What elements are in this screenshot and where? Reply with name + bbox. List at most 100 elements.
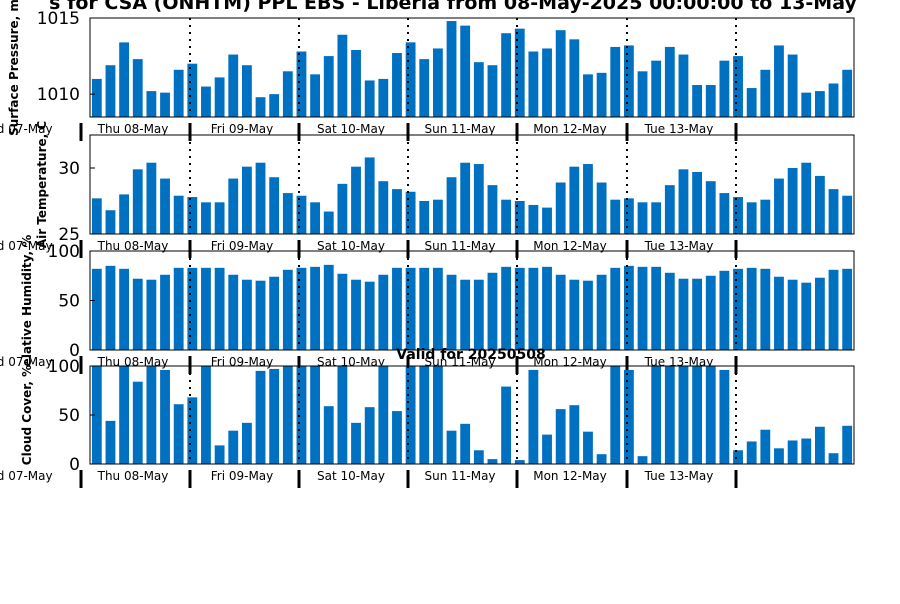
- bar-p4-5: [160, 369, 170, 464]
- bar-p4-41: [651, 366, 662, 464]
- xtick-label-p1-1: Fri 09-May: [211, 122, 274, 136]
- bar-p1-43: [678, 54, 689, 117]
- bar-p2-21: [378, 181, 389, 234]
- bar-p3-2: [119, 268, 130, 350]
- bar-p3-46: [719, 270, 730, 350]
- bar-p4-0: [91, 366, 102, 464]
- bar-p3-34: [555, 274, 566, 350]
- bar-p3-25: [432, 267, 443, 350]
- bar-p3-49: [760, 268, 771, 350]
- bar-p4-51: [787, 440, 798, 464]
- bar-p1-18: [337, 34, 348, 117]
- bar-p4-45: [705, 366, 716, 464]
- bar-p2-53: [814, 175, 825, 234]
- bar-p2-32: [528, 204, 539, 234]
- bar-p2-36: [583, 164, 593, 234]
- bar-p3-31: [514, 267, 525, 350]
- bar-p4-24: [419, 366, 430, 464]
- bar-p3-22: [392, 267, 402, 350]
- xtick-label-p1-5: Tue 13-May: [644, 122, 714, 136]
- bar-p3-14: [282, 269, 293, 350]
- bar-p1-45: [705, 85, 716, 117]
- bar-p4-43: [678, 366, 689, 464]
- bar-p2-33: [542, 207, 552, 234]
- bar-p3-40: [637, 266, 648, 350]
- chart-subtitle: Valid for 20250508: [396, 347, 545, 363]
- bar-p4-28: [473, 450, 484, 464]
- bar-p3-0: [91, 268, 102, 350]
- bar-p4-23: [405, 366, 416, 464]
- bar-p2-49: [760, 199, 771, 234]
- bar-p3-38: [610, 267, 621, 350]
- bar-p3-32: [528, 267, 539, 350]
- bar-p4-1: [105, 420, 116, 464]
- xtick-start-label-p2: ed 07-May: [0, 239, 53, 253]
- bar-p2-28: [473, 164, 484, 234]
- bar-p3-30: [501, 266, 512, 350]
- bar-p4-2: [119, 366, 130, 464]
- bar-p1-10: [228, 54, 239, 117]
- bar-p1-46: [719, 60, 730, 117]
- bar-p2-18: [337, 183, 348, 234]
- bar-p4-10: [228, 430, 239, 464]
- bar-p2-42: [664, 185, 675, 234]
- bar-p2-10: [228, 178, 239, 234]
- bar-p2-40: [637, 202, 648, 234]
- bar-p1-5: [160, 92, 170, 117]
- bar-p3-43: [678, 278, 689, 350]
- bar-p4-32: [528, 369, 539, 464]
- bar-p2-37: [596, 182, 607, 234]
- ylabel-p4: Cloud Cover, %: [20, 365, 34, 465]
- bar-p2-19: [351, 166, 361, 234]
- bar-p4-13: [269, 368, 280, 464]
- bar-p1-15: [296, 51, 307, 118]
- bar-p3-35: [569, 279, 580, 350]
- bar-p2-23: [405, 191, 416, 234]
- bar-p3-19: [351, 279, 361, 350]
- bar-p4-29: [487, 459, 498, 464]
- bar-p3-18: [337, 273, 348, 350]
- bar-p3-21: [378, 274, 389, 350]
- bar-p2-55: [842, 195, 853, 234]
- bar-p2-50: [774, 178, 784, 234]
- ylabel-p2: Air Temperature, C: [35, 121, 49, 249]
- bar-p2-47: [733, 197, 743, 234]
- bar-p1-25: [432, 48, 443, 117]
- bar-p4-38: [610, 366, 621, 464]
- ytick-label-p4-0: 0: [69, 455, 80, 475]
- bar-p3-15: [296, 267, 307, 350]
- bar-p3-41: [651, 266, 662, 350]
- xtick-label-p1-2: Sat 10-May: [317, 122, 385, 136]
- bar-p1-8: [201, 86, 211, 117]
- bar-p3-42: [664, 272, 675, 350]
- bar-p1-14: [282, 71, 293, 117]
- bar-p2-4: [146, 162, 157, 234]
- bar-p1-20: [364, 80, 375, 117]
- bar-p4-31: [514, 460, 525, 464]
- bar-p1-50: [774, 45, 784, 117]
- bar-p4-55: [842, 425, 853, 464]
- bar-p4-21: [378, 366, 389, 464]
- bar-p4-53: [814, 426, 825, 464]
- xtick-label-p2-4: Mon 12-May: [533, 239, 607, 253]
- bar-p3-7: [187, 267, 198, 350]
- bar-p3-55: [842, 268, 853, 350]
- bar-p2-41: [651, 202, 662, 234]
- bar-p3-20: [364, 281, 375, 350]
- bar-p2-27: [460, 162, 471, 234]
- bar-p4-17: [323, 406, 334, 464]
- bar-p2-12: [255, 162, 266, 234]
- bar-p4-16: [310, 366, 321, 464]
- bar-p3-45: [705, 275, 716, 350]
- bar-p1-3: [132, 59, 143, 117]
- bar-p2-54: [828, 189, 839, 234]
- bar-p3-50: [774, 276, 784, 350]
- bar-p1-0: [91, 78, 102, 117]
- bar-p2-6: [173, 195, 184, 234]
- bar-p3-9: [214, 267, 225, 350]
- bar-p3-3: [132, 278, 143, 350]
- xtick-label-p2-0: Thu 08-May: [97, 239, 169, 253]
- bar-p1-29: [487, 65, 498, 117]
